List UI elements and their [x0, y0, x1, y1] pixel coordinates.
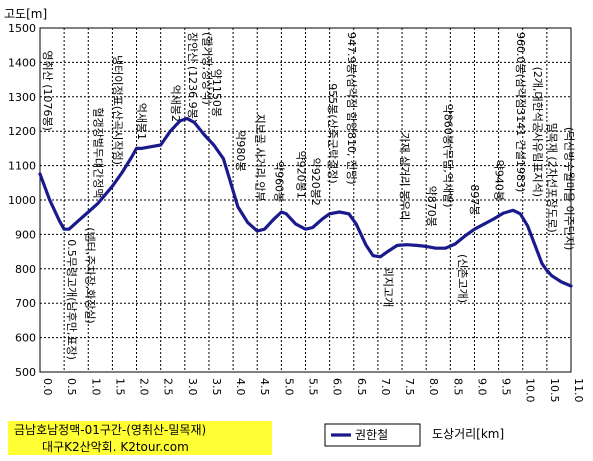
x-tick-label: 6.5: [355, 378, 368, 396]
x-axis-title: 도상거리[km]: [432, 427, 504, 441]
x-tick-label: 2.5: [162, 378, 175, 396]
annotation-label: 955봉(산죽군락결정): [326, 83, 339, 183]
annotation-group: 영취산 (1076봉) 0.5무령고개(남후만,표장) (넴터,주차장,화장실) 혈갱…: [41, 32, 575, 360]
annotation-label: 혈갱장벌두대간정맥: [92, 107, 106, 198]
annotation-label: 약960봉: [273, 161, 287, 202]
y-tick-label: 1400: [8, 56, 36, 69]
annotation-label: 가재 삼거리 봉우리: [398, 132, 411, 220]
annotation-label: 억새봉1: [135, 103, 148, 140]
x-tick-label: 7.5: [403, 378, 416, 396]
y-tick-label: 1000: [8, 194, 36, 207]
x-tick-label: 3.0: [186, 378, 199, 396]
x-tick-label: 0.5: [65, 378, 78, 396]
annotation-label: 지보골 사거리 안부: [253, 114, 266, 202]
legend-label: 권한철: [355, 428, 388, 442]
x-tick-label: 0.0: [41, 378, 54, 396]
annotation-label: 약940봉: [492, 160, 506, 201]
annotation-label: 약860봉(무덤,억새밭): [442, 104, 456, 208]
grid-lines: [40, 28, 571, 372]
x-tick-label: 8.5: [451, 378, 464, 396]
annotation-label: (헬기장,정상석): [200, 32, 213, 105]
y-axis-title: 고도[m]: [4, 7, 47, 21]
x-tick-label: 6.0: [331, 378, 344, 396]
annotation-label: 괴지고개: [381, 267, 394, 307]
annotation-label: 약920봉1: [294, 151, 308, 199]
annotation-label: 영취산 (1076봉): [41, 50, 54, 131]
x-tick-label: 3.5: [210, 378, 223, 396]
annotation-label: 냉터이정표(산곡시작점): [111, 55, 124, 165]
annotation-label: 0.5무령고개(남후만,표장): [65, 239, 78, 360]
annotation-label: (덕산방수월마을 이주단지): [562, 127, 575, 250]
x-tick-label: 1.0: [89, 378, 102, 396]
legend-box: [324, 423, 421, 447]
x-tick-label: 10.0: [524, 378, 537, 403]
x-tick-label: 1.5: [113, 378, 126, 396]
y-tick-label: 1500: [8, 22, 36, 35]
y-tick-label: 1100: [8, 160, 36, 173]
chart-title-line-1: 금남호남정맥-01구간-(영취산-밀목재): [14, 423, 206, 437]
y-tick-label: 900: [15, 228, 36, 241]
annotation-label: 약870봉: [425, 186, 439, 227]
annotation-label: 897봉: [468, 184, 481, 215]
y-tick-label: 800: [15, 263, 36, 276]
annotation-label: 약980봉: [234, 130, 248, 171]
series-line: [38, 116, 573, 288]
annotation-label: 947.9봉(삼각점 함양810, 전망): [345, 32, 358, 185]
x-tick-label: 2.0: [138, 378, 151, 396]
x-tick-label: 7.0: [379, 378, 392, 396]
y-tick-labels: 1500 1400 1300 1200 1100 1000 900 800 700 600 500: [8, 22, 36, 379]
x-tick-label: 11.0: [572, 378, 585, 403]
x-tick-labels: 0.0 0.5 1.0 1.5 2.0 2.5 3.0 3.5 4.0 4.5 5.0 5.5 6.0 6…: [41, 378, 585, 403]
x-tick-label: 9.5: [500, 378, 513, 396]
x-tick-label: 10.5: [548, 378, 561, 403]
y-tick-label: 500: [15, 366, 36, 379]
y-tick-label: 1300: [8, 91, 36, 104]
annotation-label: (2개,대한석공사유림표지석): [531, 67, 544, 197]
x-tick-label: 4.0: [234, 378, 247, 396]
annotation-label: 억새봉2: [169, 85, 182, 122]
annotation-label: 960.0봉(삼각점3141 건설1983): [514, 32, 527, 192]
x-tick-label: 5.5: [307, 378, 320, 396]
annotation-label: (신촌고개): [456, 254, 469, 303]
annotation-label: 장안산 (1236.9봉): [186, 32, 199, 123]
y-tick-label: 700: [15, 297, 36, 310]
annotation-label: 약920봉2: [309, 158, 323, 206]
series-group: [38, 116, 573, 288]
annotation-label: (넴터,주차장,화장실): [83, 227, 96, 324]
annotation-label: 약1150봉: [210, 69, 224, 117]
y-tick-label: 600: [15, 332, 36, 345]
x-tick-label: 5.0: [282, 378, 295, 396]
annotation-label: 밀목재 (2차선포장도로): [545, 123, 558, 233]
x-tick-label: 4.5: [258, 378, 271, 396]
chart-title-box: [8, 421, 272, 455]
y-tick-label: 1200: [8, 125, 36, 138]
x-tick-label: 8.0: [427, 378, 440, 396]
chart-title-line-2: 대구K2산악회. K2tour.com: [42, 440, 189, 454]
x-tick-label: 9.0: [475, 378, 488, 396]
